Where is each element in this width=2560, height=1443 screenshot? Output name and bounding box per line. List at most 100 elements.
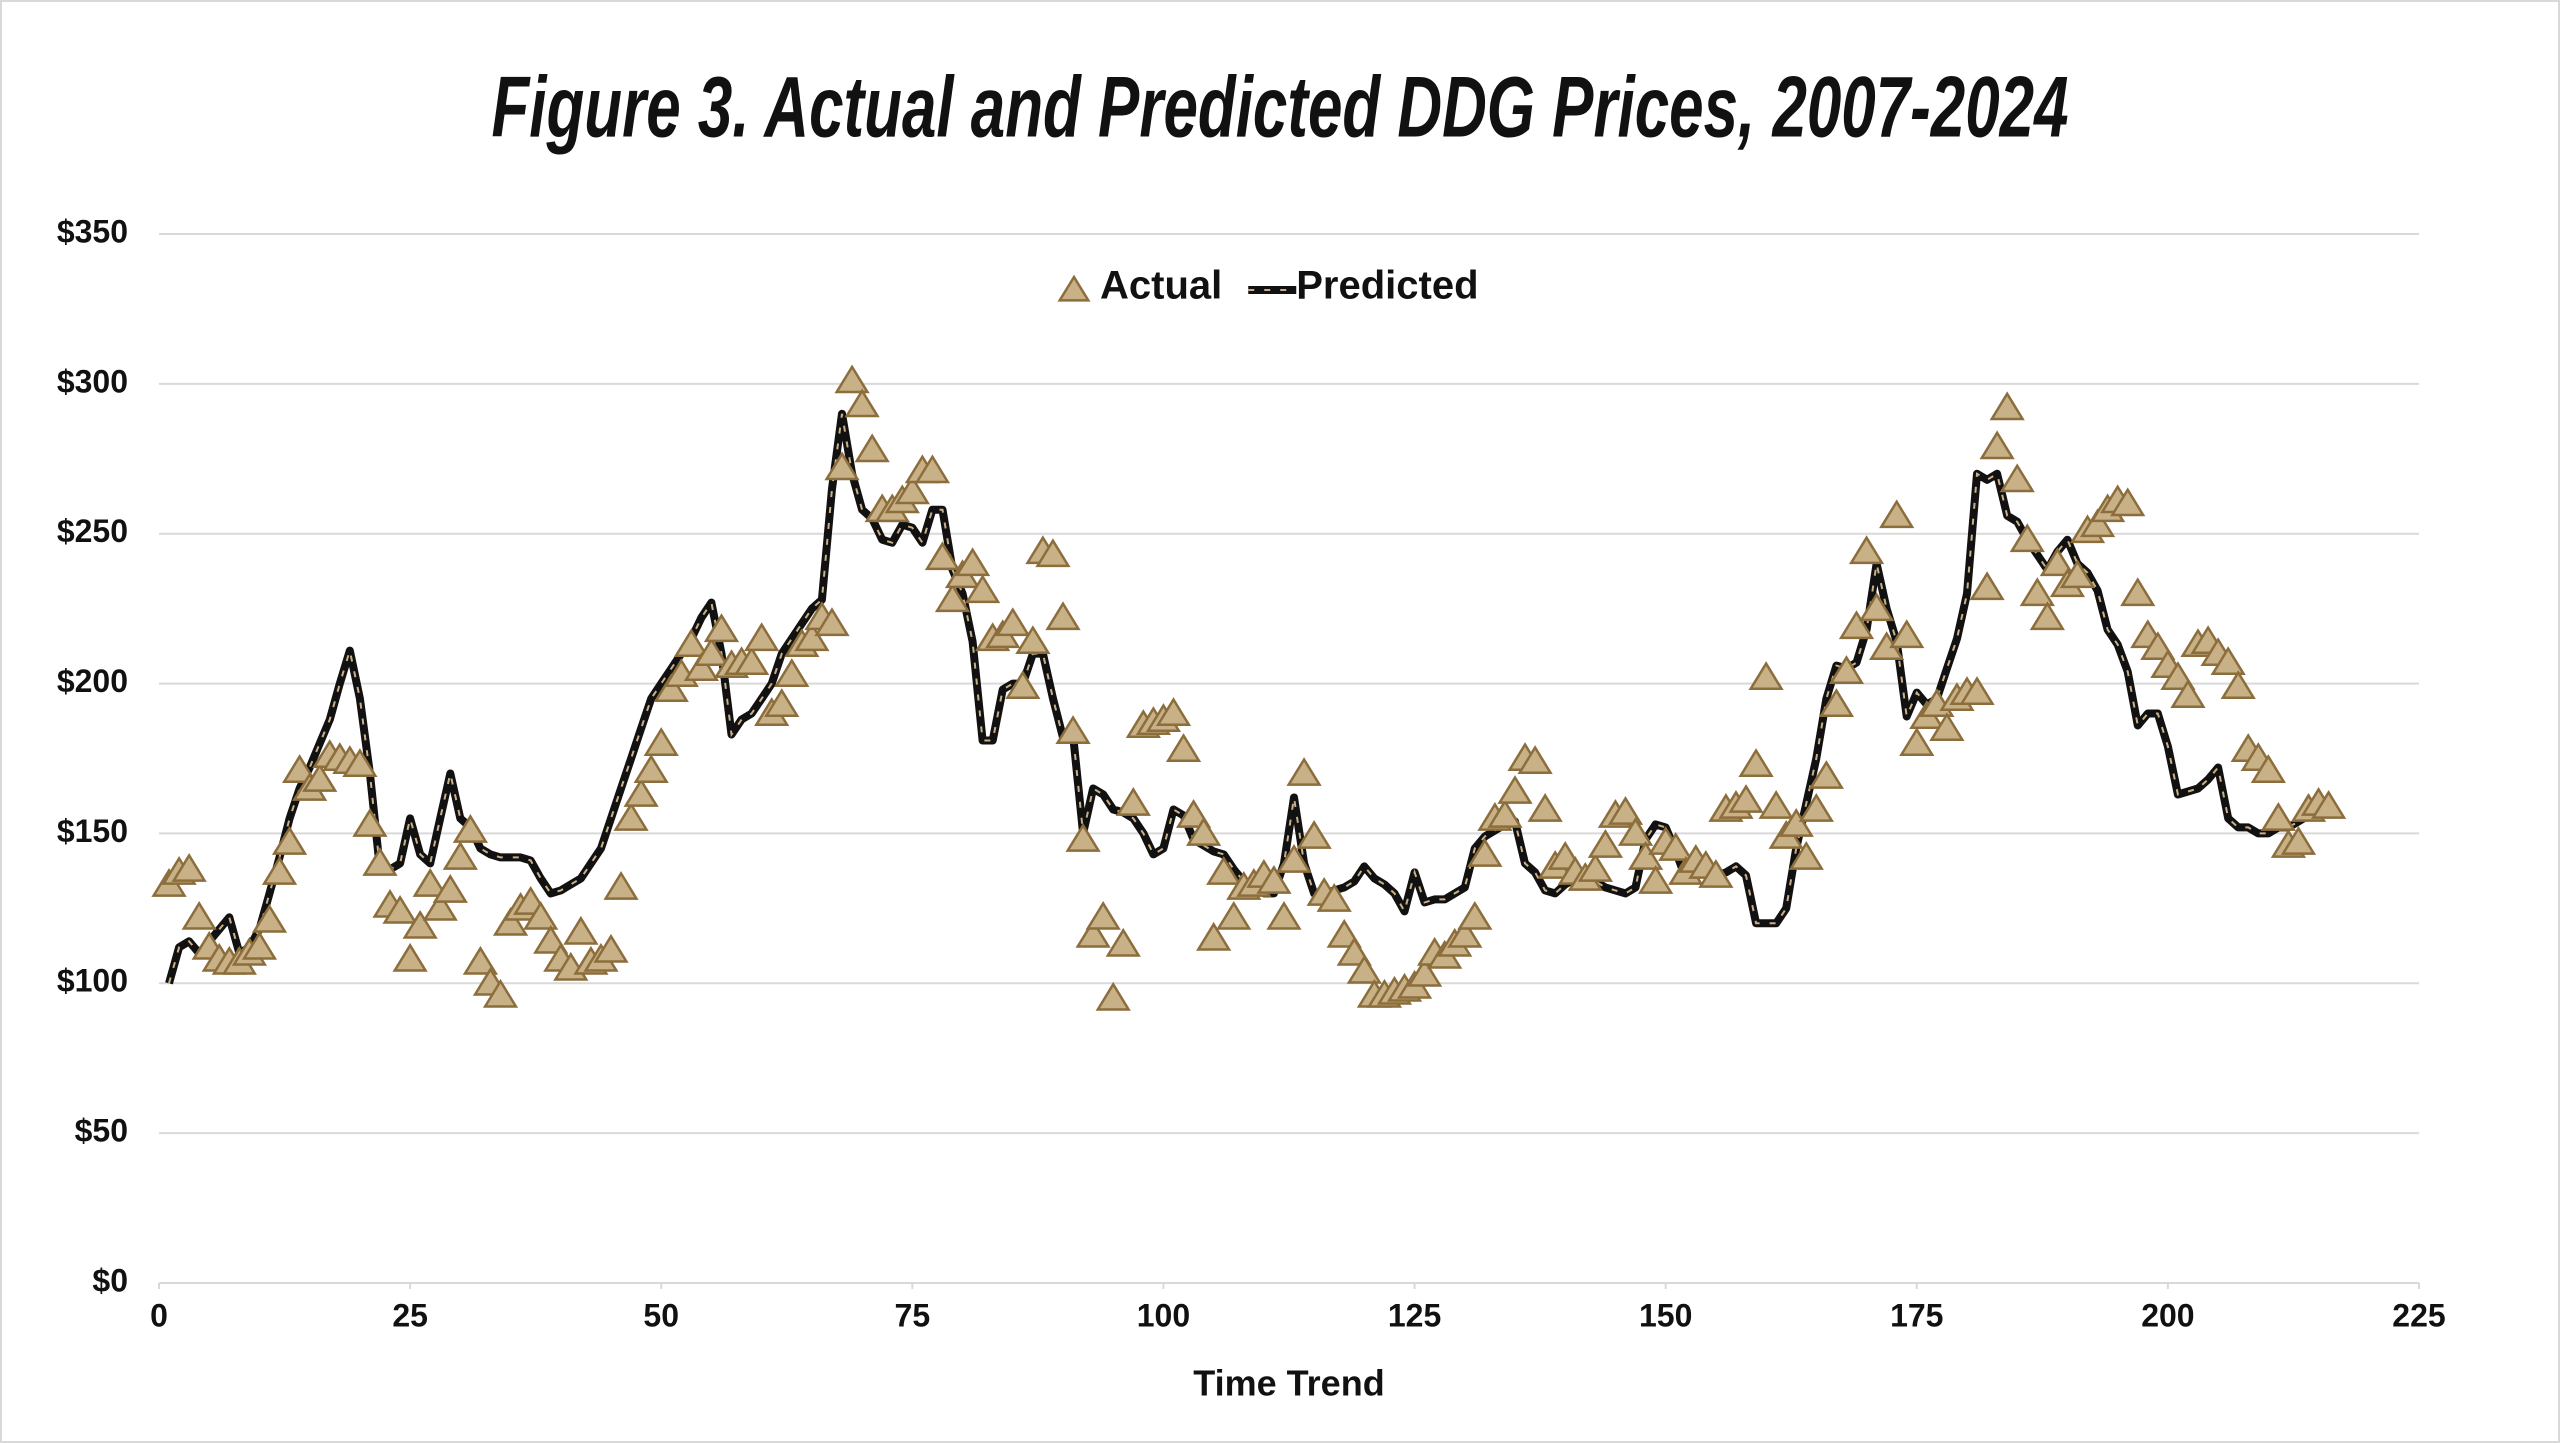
actual-marker [462, 945, 499, 975]
actual-marker [764, 688, 800, 718]
actual-marker [1487, 799, 1523, 828]
actual-marker [854, 433, 890, 463]
actual-marker [2019, 577, 2055, 607]
actual-marker [482, 978, 519, 1008]
actual-marker [1527, 793, 1563, 822]
actual-marker [402, 909, 438, 939]
actual-marker [894, 475, 930, 505]
x-tick-label: 100 [1137, 1297, 1190, 1333]
actual-marker [442, 841, 478, 870]
actual-marker [703, 613, 740, 643]
legend-label: Predicted [1296, 264, 1478, 308]
actual-marker [1035, 538, 1071, 568]
actual-marker [1879, 499, 1915, 529]
y-tick-label: $250 [57, 513, 128, 549]
actual-marker [1617, 817, 1654, 846]
y-tick-label: $350 [57, 213, 128, 249]
actual-marker [2039, 547, 2076, 577]
actual-marker [1899, 727, 1935, 756]
x-tick-label: 75 [895, 1297, 931, 1333]
actual-marker [412, 867, 448, 897]
actual-marker [1326, 918, 1362, 948]
actual-marker [794, 622, 830, 652]
x-tick-label: 150 [1639, 1297, 1692, 1333]
actual-marker [1115, 787, 1151, 816]
actual-marker [623, 778, 659, 807]
actual-marker [824, 451, 860, 481]
predicted-line-highlight [168, 413, 2329, 984]
actual-marker [523, 900, 559, 930]
actual-marker [1095, 981, 1131, 1011]
actual-marker [1848, 535, 1885, 565]
actual-marker [1175, 799, 1212, 828]
actual-marker [1206, 855, 1242, 885]
actual-marker [382, 894, 418, 924]
actual-marker [2120, 577, 2156, 607]
actual-marker [281, 754, 318, 783]
actual-marker [733, 646, 770, 676]
actual-marker [1778, 808, 1814, 837]
actual-marker [1838, 610, 1875, 640]
actual-marker [1808, 760, 1845, 789]
actual-marker [1929, 712, 1965, 741]
actual-marker [2280, 826, 2317, 855]
chart-title: Figure 3. Actual and Predicted DDG Price… [491, 59, 2068, 155]
y-tick-label: $150 [57, 813, 128, 849]
actual-marker [1467, 838, 1503, 867]
x-tick-label: 0 [150, 1297, 168, 1333]
actual-marker [1015, 625, 1051, 655]
actual-marker [1587, 829, 1624, 858]
actual-marker [954, 547, 991, 577]
actual-marker [1406, 957, 1443, 987]
actual-marker [2160, 661, 2196, 691]
legend-label: Actual [1100, 264, 1222, 308]
actual-marker [1828, 655, 1865, 685]
actual-marker [2009, 523, 2045, 553]
actual-marker [1607, 796, 1644, 825]
actual-marker [1858, 592, 1895, 622]
actual-marker [1185, 817, 1222, 846]
actual-marker [844, 388, 880, 418]
actual-marker [362, 847, 398, 876]
actual-marker [774, 658, 810, 688]
x-tick-label: 125 [1388, 1297, 1441, 1333]
actual-marker [693, 637, 730, 667]
actual-marker [1457, 900, 1493, 930]
actual-marker [814, 607, 850, 637]
actual-marker [1165, 733, 1202, 762]
actual-marker [924, 541, 961, 571]
actual-marker [1196, 921, 1232, 951]
actual-marker [1989, 391, 2025, 421]
actual-marker [1105, 927, 1141, 957]
actual-marker [593, 933, 629, 963]
actual-marker [2250, 754, 2286, 783]
actual-marker [241, 930, 278, 960]
actual-marker [1627, 841, 1664, 870]
actual-marker [1296, 820, 1332, 849]
actual-marker [914, 454, 951, 484]
actual-marker [1577, 852, 1613, 882]
actual-marker [1346, 954, 1382, 984]
actual-marker [533, 924, 569, 954]
actual-marker [1999, 463, 2035, 493]
actual-marker [261, 855, 298, 885]
actual-marker [1045, 601, 1081, 631]
actual-marker [1336, 936, 1372, 966]
actual-marker [492, 906, 529, 936]
actual-marker [1447, 918, 1483, 948]
actual-marker [302, 763, 338, 792]
actual-marker [673, 628, 709, 658]
actual-marker [2110, 487, 2146, 517]
actual-marker [271, 826, 308, 855]
actual-marker [1085, 900, 1121, 930]
legend: Actual Predicted [1057, 264, 1479, 308]
plot-area [151, 364, 2347, 1011]
actual-marker [563, 915, 599, 945]
actual-marker [251, 903, 288, 933]
actual-marker [683, 652, 720, 682]
actual-marker [1969, 571, 2005, 601]
x-tick-label: 50 [643, 1297, 679, 1333]
actual-marker [1979, 430, 2015, 460]
